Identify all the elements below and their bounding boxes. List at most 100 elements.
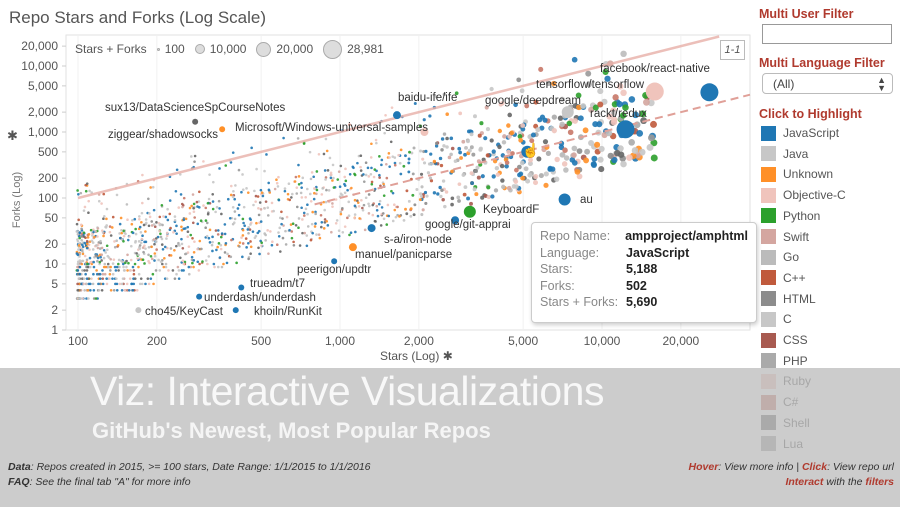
legend-item[interactable]: JavaScript — [761, 125, 839, 141]
data-point — [376, 214, 380, 218]
legend-item[interactable]: Java — [761, 146, 808, 162]
legend-swatch — [761, 311, 776, 327]
data-point — [327, 189, 331, 192]
data-point — [407, 157, 411, 161]
data-point — [220, 232, 224, 235]
data-point — [76, 232, 80, 236]
legend-item[interactable]: HTML — [761, 291, 816, 307]
y-tick-label: 1 — [51, 323, 58, 337]
size-circle — [256, 41, 272, 57]
data-point — [201, 260, 204, 263]
data-point — [263, 207, 266, 210]
data-point — [175, 244, 178, 248]
size-legend-item: 20,000 — [256, 41, 313, 57]
language-filter-select[interactable]: (All) ▲ ▼ — [762, 73, 893, 94]
data-point — [366, 166, 370, 170]
data-point — [146, 277, 150, 280]
data-point — [353, 213, 357, 216]
data-point — [150, 245, 153, 249]
data-point — [102, 192, 106, 196]
legend-item[interactable]: Swift — [761, 229, 809, 245]
data-point — [153, 225, 157, 229]
data-point — [585, 81, 592, 88]
data-point — [382, 217, 386, 221]
reference-line-toggle[interactable]: 1-1 — [720, 40, 745, 60]
data-point — [301, 231, 304, 235]
data-point — [182, 262, 186, 266]
data-point — [323, 169, 327, 172]
data-point — [381, 212, 385, 215]
legend-item[interactable]: Objective-C — [761, 187, 846, 203]
point-label: google/git-apprai — [425, 219, 511, 231]
user-filter-input[interactable] — [762, 24, 892, 44]
data-point — [190, 204, 193, 208]
data-point — [99, 239, 102, 243]
data-point — [91, 248, 95, 251]
data-point — [650, 154, 658, 162]
data-point — [175, 168, 179, 172]
data-point — [391, 191, 395, 195]
data-point — [457, 182, 462, 187]
data-point — [230, 238, 233, 242]
data-point — [195, 200, 199, 204]
data-point — [362, 173, 365, 176]
data-point — [133, 277, 137, 280]
labeled-data-point — [645, 82, 664, 101]
data-point — [412, 213, 416, 217]
data-point — [617, 83, 624, 90]
data-point — [199, 219, 203, 223]
data-point — [78, 259, 82, 262]
pin-icon[interactable]: ✱ — [442, 349, 453, 363]
data-point — [182, 218, 186, 222]
data-point — [438, 185, 442, 190]
data-point — [191, 221, 195, 225]
legend-item[interactable]: C++ — [761, 270, 806, 286]
data-point — [457, 146, 462, 151]
data-point — [140, 211, 144, 215]
data-point — [302, 142, 306, 145]
data-point — [161, 223, 164, 227]
data-point — [162, 215, 165, 218]
language-filter-value: (All) — [773, 77, 795, 91]
data-point — [177, 269, 181, 272]
data-point — [362, 180, 366, 183]
legend-label: HTML — [783, 291, 816, 306]
data-point — [255, 221, 258, 225]
data-point — [535, 127, 541, 133]
legend-item[interactable]: CSS — [761, 332, 808, 348]
data-point — [576, 173, 583, 180]
data-point — [261, 194, 265, 198]
data-point — [434, 144, 439, 148]
data-point — [197, 269, 201, 272]
legend-item[interactable]: PHP — [761, 353, 808, 369]
data-point — [469, 132, 474, 137]
data-point — [120, 288, 124, 292]
legend-swatch — [761, 353, 776, 369]
legend-item[interactable]: Python — [761, 208, 820, 224]
data-point — [610, 110, 618, 117]
overlay-subtitle: GitHub's Newest, Most Popular Repos — [92, 418, 491, 443]
data-point — [329, 171, 333, 175]
data-point — [343, 191, 347, 195]
data-point — [378, 173, 381, 177]
data-point — [331, 179, 334, 182]
data-point — [463, 185, 468, 190]
data-point — [103, 272, 107, 276]
data-point — [159, 260, 163, 263]
data-point — [86, 262, 89, 266]
data-point — [275, 181, 279, 185]
data-point — [212, 262, 216, 266]
data-point — [442, 132, 447, 136]
legend-item[interactable]: Unknown — [761, 166, 833, 182]
data-point — [257, 213, 261, 217]
data-point — [161, 247, 165, 251]
data-point — [518, 171, 524, 177]
data-point — [286, 192, 290, 196]
x-tick-label: 200 — [146, 334, 167, 348]
legend-item[interactable]: C — [761, 311, 792, 327]
data-point — [518, 137, 524, 143]
data-point — [441, 179, 446, 183]
y-tick-label: 1,000 — [28, 125, 58, 139]
legend-item[interactable]: Go — [761, 249, 799, 265]
